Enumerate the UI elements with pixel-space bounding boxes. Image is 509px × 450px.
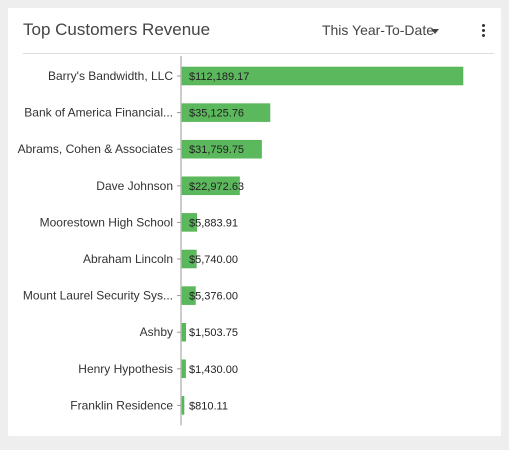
bar[interactable] — [181, 249, 197, 269]
bar[interactable] — [181, 103, 271, 122]
value-label: $1,503.75 — [189, 327, 238, 339]
category-label: Franklin Residence — [70, 398, 173, 412]
bar[interactable] — [181, 213, 197, 232]
category-label: Abrams, Cohen & Associates — [18, 142, 173, 156]
bar[interactable] — [181, 322, 187, 342]
bar[interactable] — [181, 66, 464, 86]
bar-chart: Barry's Bandwidth, LLC $112,189.17 Bank of… — [18, 56, 464, 426]
category-label: Bank of America Financial... — [24, 106, 173, 120]
bar[interactable] — [181, 359, 186, 379]
category-label: Dave Johnson — [96, 179, 173, 193]
value-label: $1,430.00 — [189, 364, 238, 376]
widget-title: Top Customers Revenue — [23, 20, 211, 39]
value-label: $22,972.63 — [189, 181, 244, 193]
category-label: Abraham Lincoln — [83, 252, 173, 266]
value-label: $5,740.00 — [189, 254, 238, 266]
value-label: $810.11 — [189, 400, 228, 412]
category-label: Henry Hypothesis — [78, 362, 173, 376]
value-label: $112,189.17 — [189, 71, 249, 83]
period-label[interactable]: This Year-To-Date — [321, 22, 434, 38]
bar[interactable] — [181, 396, 185, 415]
value-label: $35,125.76 — [189, 108, 244, 120]
category-label: Moorestown High School — [40, 215, 173, 229]
kebab-menu-icon[interactable] — [478, 21, 488, 41]
widget-header: Top Customers Revenue This Year-To-Date — [23, 8, 494, 54]
category-label: Ashby — [140, 325, 173, 339]
bar[interactable] — [181, 176, 240, 196]
bar[interactable] — [181, 286, 196, 305]
value-label: $31,759.75 — [189, 144, 244, 156]
value-label: $5,376.00 — [189, 291, 238, 303]
category-label: Mount Laurel Security Sys... — [23, 289, 173, 303]
category-label: Barry's Bandwidth, LLC — [48, 69, 173, 83]
caret-down-icon[interactable] — [431, 29, 439, 34]
bar[interactable] — [181, 139, 262, 159]
revenue-widget: Top Customers Revenue This Year-To-Date … — [8, 8, 501, 436]
value-label: $5,883.91 — [189, 217, 238, 229]
